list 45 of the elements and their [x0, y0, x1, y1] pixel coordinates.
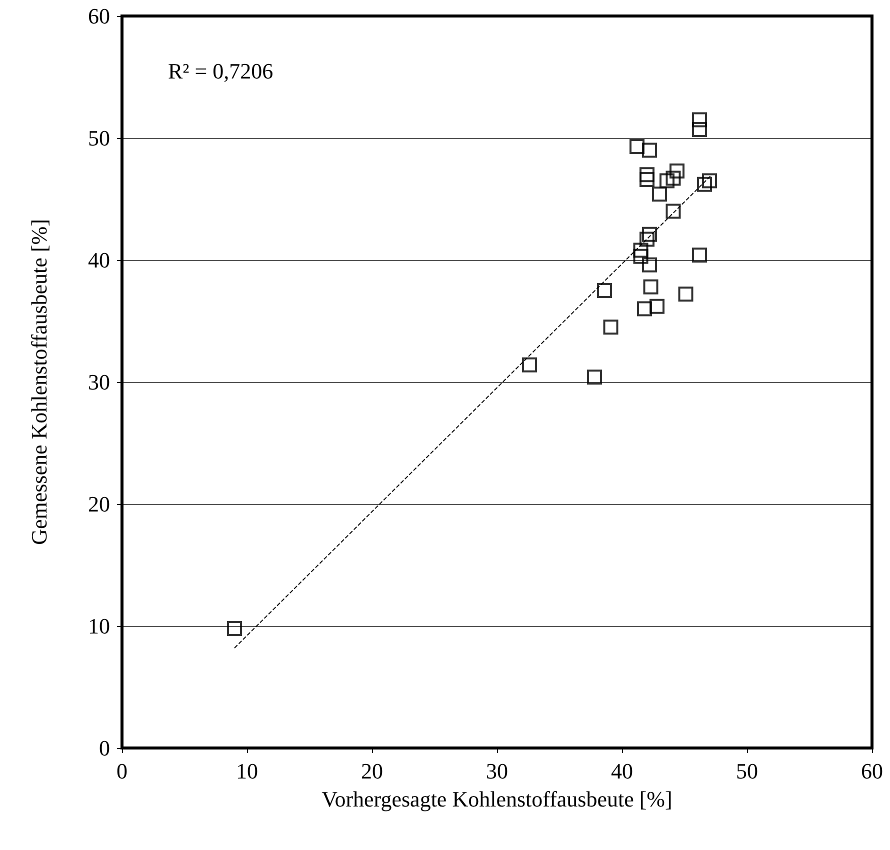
y-tick-label: 30 [88, 370, 110, 394]
point [637, 301, 652, 316]
point [666, 204, 681, 219]
point [692, 122, 707, 137]
point [640, 172, 654, 187]
point [587, 370, 602, 385]
point [652, 186, 667, 202]
x-tick-label: 40 [611, 758, 633, 784]
annotation: R² = 0,7206 [168, 58, 274, 84]
x-tick-label: 20 [361, 758, 383, 784]
point [666, 170, 681, 186]
point [678, 286, 694, 302]
x-tick-label: 10 [236, 758, 258, 784]
point [660, 173, 674, 188]
x-tick-label: 60 [861, 758, 883, 784]
point [643, 279, 658, 294]
x-tick-label: 30 [486, 758, 508, 784]
x-tick-label: 0 [116, 758, 128, 784]
point [597, 283, 612, 298]
x-axis-title: Vorhergesagte Kohlenstoffausbeute [%] [322, 786, 672, 812]
point [692, 112, 707, 128]
point [642, 142, 657, 158]
y-tick-label: 20 [88, 492, 110, 516]
point [522, 357, 537, 372]
point [603, 320, 618, 335]
point [650, 298, 664, 314]
point [642, 257, 657, 272]
point [633, 248, 648, 264]
point [697, 176, 712, 192]
y-tick-label: 60 [88, 4, 110, 28]
x-tick-label: 50 [736, 758, 758, 784]
point [692, 248, 707, 263]
y-tick-label: 50 [88, 126, 110, 150]
point [633, 242, 648, 258]
point [642, 226, 657, 242]
y-tick-label: 10 [88, 614, 110, 638]
point [670, 163, 684, 178]
y-axis-title: Gemessene Kohlenstoffausbeute [%] [26, 219, 52, 545]
y-tick-label: 40 [88, 248, 110, 272]
point [640, 232, 654, 247]
point [227, 620, 242, 636]
point [702, 173, 717, 188]
y-tick-label: 0 [99, 736, 110, 760]
point [630, 139, 644, 154]
point [640, 167, 654, 182]
